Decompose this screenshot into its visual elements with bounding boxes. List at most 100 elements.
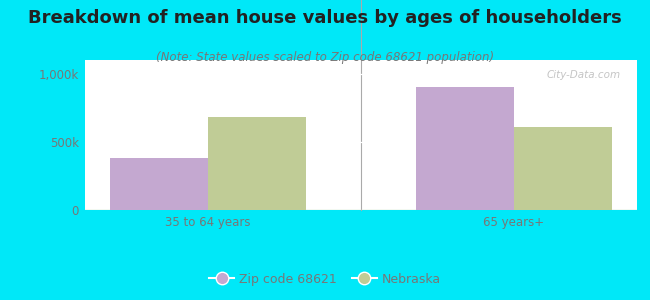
Bar (84, 209, 637, 210)
Bar (84, 209, 637, 210)
Bar (84, 209, 637, 210)
Bar (84, 208, 637, 209)
Bar (84, 209, 637, 210)
Bar (84, 209, 637, 210)
Bar (84, 209, 637, 210)
Bar (84, 209, 637, 210)
Bar (84, 209, 637, 210)
Bar (84, 209, 637, 210)
Bar (84, 208, 637, 209)
Bar (84, 209, 637, 210)
Bar (84, 209, 637, 210)
Bar (84, 209, 637, 210)
Bar (84, 209, 637, 210)
Bar (84, 208, 637, 209)
Bar (84, 209, 637, 210)
Bar (84, 209, 637, 210)
Bar (84, 208, 637, 209)
Bar (84, 209, 637, 210)
Bar (84, 208, 637, 209)
Bar (84, 209, 637, 210)
Bar (84, 209, 637, 210)
Bar (84, 208, 637, 209)
Bar (84, 209, 637, 210)
Bar (84, 208, 637, 209)
Bar (84, 209, 637, 210)
Bar (84, 209, 637, 210)
Bar (84, 209, 637, 210)
Bar (84, 209, 637, 210)
Bar (84, 209, 637, 210)
Bar (84, 208, 637, 209)
Bar (84, 209, 637, 210)
Bar (84, 209, 637, 210)
Bar (84, 209, 637, 210)
Bar (84, 209, 637, 210)
Bar (84, 209, 637, 210)
Bar (84, 208, 637, 209)
Bar (84, 208, 637, 209)
Bar (84, 209, 637, 210)
Bar (84, 209, 637, 210)
Bar (84, 209, 637, 210)
Bar (84, 208, 637, 209)
Bar (84, 208, 637, 209)
Bar (84, 209, 637, 210)
Bar (84, 209, 637, 210)
Bar (84, 209, 637, 210)
Bar (84, 209, 637, 210)
Bar (84, 209, 637, 210)
Bar (84, 209, 637, 210)
Bar (84, 209, 637, 210)
Bar (84, 209, 637, 210)
Bar (84, 208, 637, 209)
Bar (84, 209, 637, 210)
Bar (416, 87, 514, 210)
Bar (84, 209, 637, 210)
Bar (84, 209, 637, 210)
Bar (84, 209, 637, 210)
Bar (110, 158, 207, 210)
Bar (84, 208, 637, 209)
Bar (84, 209, 637, 210)
Bar (84, 208, 637, 209)
Bar (84, 209, 637, 210)
Bar (84, 208, 637, 209)
Bar (84, 208, 637, 209)
Bar (84, 209, 637, 210)
Bar (84, 209, 637, 210)
Bar (84, 209, 637, 210)
Bar (84, 208, 637, 209)
Bar (84, 209, 637, 210)
Bar (84, 209, 637, 210)
Bar (84, 208, 637, 209)
Bar (84, 209, 637, 210)
Bar (84, 209, 637, 210)
Bar (84, 209, 637, 210)
Bar (84, 208, 637, 209)
Bar (84, 209, 637, 210)
Bar (84, 209, 637, 210)
Bar (84, 209, 637, 210)
Bar (84, 209, 637, 210)
Bar (84, 208, 637, 209)
Bar (84, 208, 637, 209)
Bar (84, 209, 637, 210)
Bar (84, 208, 637, 209)
Bar (84, 209, 637, 210)
Bar (84, 209, 637, 210)
Bar (84, 209, 637, 210)
Bar (84, 209, 637, 210)
Bar (84, 209, 637, 210)
Bar (84, 209, 637, 210)
Bar (84, 209, 637, 210)
Bar (84, 209, 637, 210)
Bar (84, 209, 637, 210)
Bar (84, 209, 637, 210)
Bar (84, 208, 637, 209)
Bar (84, 209, 637, 210)
Bar (84, 209, 637, 210)
Bar (84, 209, 637, 210)
Bar (84, 208, 637, 209)
Bar (84, 208, 637, 209)
